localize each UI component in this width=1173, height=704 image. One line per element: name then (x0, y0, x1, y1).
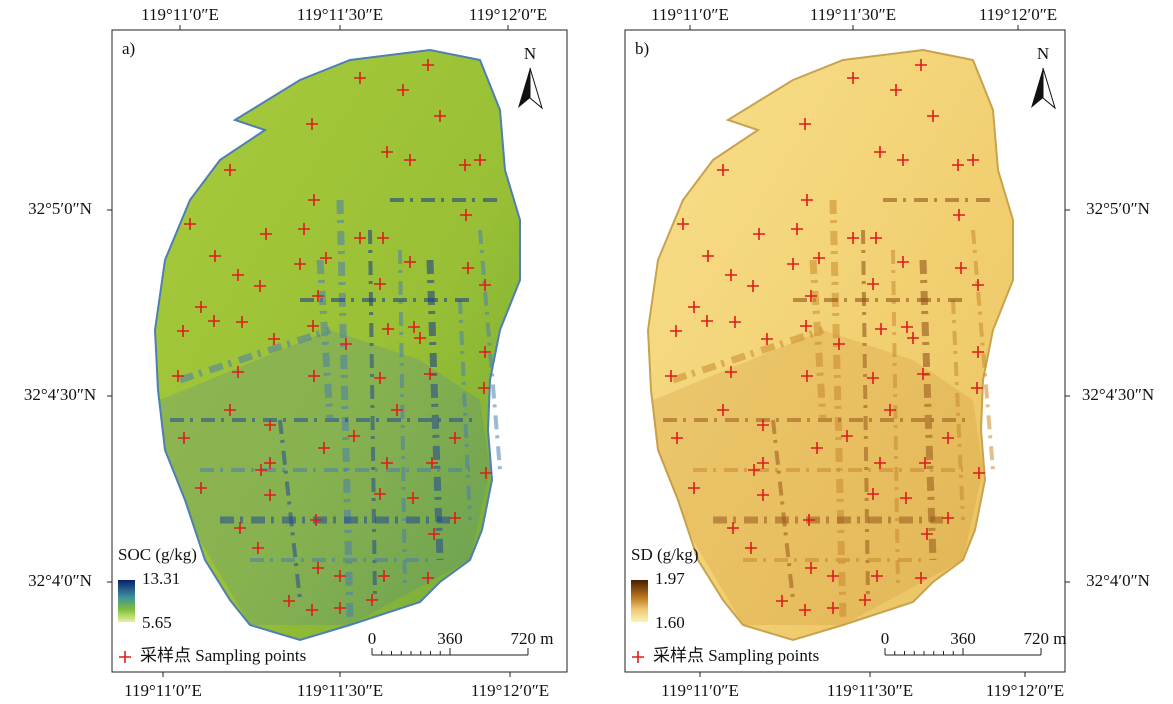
top-tick-label: 119°12′0″E (979, 5, 1057, 24)
top-tick-label: 119°11′30″E (810, 5, 896, 24)
legend-points-label: 采样点 Sampling points (653, 646, 819, 665)
north-label: N (1037, 44, 1049, 63)
legend-point (119, 651, 131, 663)
scale-bar (372, 648, 528, 655)
bottom-tick-label: 119°11′0″E (124, 681, 202, 700)
lat-tick-label: 32°4′30″N (1082, 385, 1154, 404)
north-arrow (1031, 68, 1043, 108)
top-tick-label: 119°11′0″E (141, 5, 219, 24)
map-panel: b)119°11′0″E119°11′0″E32°5′0″N119°11′30″… (625, 5, 1154, 700)
map-area (155, 50, 520, 640)
legend-points-label: 采样点 Sampling points (140, 646, 306, 665)
legend-min: 1.60 (655, 613, 685, 632)
top-tick-label: 119°11′0″E (651, 5, 729, 24)
north-label: N (524, 44, 536, 63)
scale-label: 720 m (1024, 629, 1067, 648)
scale-label: 360 (437, 629, 463, 648)
lat-tick-label: 32°4′30″N (24, 385, 96, 404)
north-arrow (1043, 68, 1055, 108)
lat-tick-label: 32°5′0″N (28, 199, 92, 218)
map-figure: a) 119°11′0″E 119°11′0″E 32°5′0″N 119°11′30″… (0, 0, 1173, 704)
panel-label: a) (122, 39, 135, 58)
legend-title: SD (g/kg) (631, 545, 699, 564)
bottom-tick-label: 119°11′0″E (661, 681, 739, 700)
north-arrow (518, 68, 530, 108)
lat-tick-label: 32°5′0″N (1086, 199, 1150, 218)
scale-label: 720 m (511, 629, 554, 648)
legend-title: SOC (g/kg) (118, 545, 197, 564)
lat-tick-label: 32°4′0″N (1086, 571, 1150, 590)
north-arrow (530, 68, 542, 108)
legend-max: 1.97 (655, 569, 685, 588)
legend-ramp (631, 580, 648, 622)
scale-label: 0 (368, 629, 377, 648)
bottom-tick-label: 119°11′30″E (297, 681, 383, 700)
scale-label: 0 (881, 629, 890, 648)
lat-tick-label: 32°4′0″N (28, 571, 92, 590)
top-tick-label: 119°11′30″E (297, 5, 383, 24)
legend-ramp (118, 580, 135, 622)
bottom-tick-label: 119°11′30″E (827, 681, 913, 700)
map-panel: a) 119°11′0″E 119°11′0″E 32°5′0″N 119°11′30″… (24, 5, 567, 700)
legend-min: 5.65 (142, 613, 172, 632)
scale-label: 360 (950, 629, 976, 648)
panel-label: b) (635, 39, 649, 58)
map-area (648, 50, 1013, 640)
bottom-tick-label: 119°12′0″E (471, 681, 549, 700)
legend-max: 13.31 (142, 569, 180, 588)
legend-point (632, 651, 644, 663)
scale-bar (885, 648, 1041, 655)
bottom-tick-label: 119°12′0″E (986, 681, 1064, 700)
top-tick-label: 119°12′0″E (469, 5, 547, 24)
